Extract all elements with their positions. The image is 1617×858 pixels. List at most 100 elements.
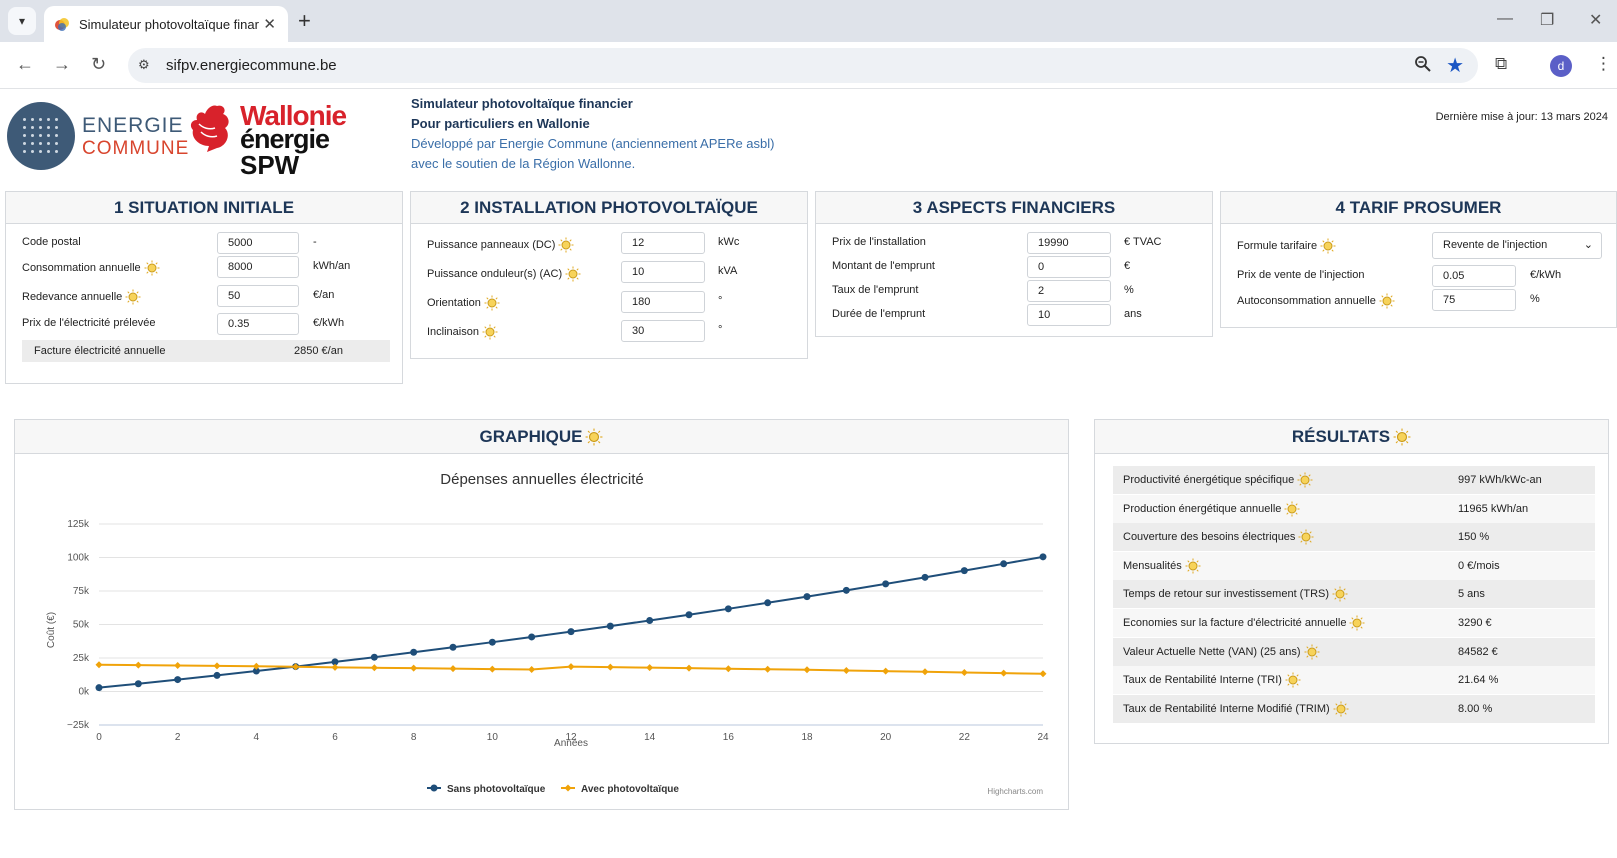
info-bulb-icon[interactable] xyxy=(565,266,581,282)
data-point[interactable] xyxy=(606,622,614,630)
info-bulb-icon[interactable] xyxy=(482,324,498,340)
input-montant-emprunt[interactable]: 0 xyxy=(1027,256,1111,278)
data-point[interactable] xyxy=(685,611,693,619)
zoom-icon[interactable] xyxy=(1414,55,1432,73)
data-point[interactable] xyxy=(134,680,142,688)
tab-list-button[interactable]: ▾ xyxy=(8,7,36,35)
data-point[interactable] xyxy=(646,616,654,624)
info-bulb-icon[interactable] xyxy=(144,260,160,276)
info-bulb-icon[interactable] xyxy=(558,237,574,253)
info-bulb-icon[interactable] xyxy=(1284,501,1300,517)
data-point[interactable] xyxy=(567,628,575,636)
address-bar[interactable]: ⚙ sifpv.energiecommune.be ★ xyxy=(128,48,1478,83)
browser-tab[interactable]: Simulateur photovoltaïque finar ✕ xyxy=(44,6,288,42)
forward-icon[interactable]: → xyxy=(53,54,71,74)
data-point[interactable] xyxy=(685,664,693,672)
input-taux-emprunt[interactable]: 2 xyxy=(1027,280,1111,302)
input-puissance-onduleur[interactable]: 10 xyxy=(621,261,705,283)
data-point[interactable] xyxy=(174,676,182,684)
data-point[interactable] xyxy=(882,667,890,675)
data-point[interactable] xyxy=(528,666,536,674)
select-formule-tarifaire[interactable]: Revente de l'injection ⌄ xyxy=(1432,232,1602,259)
data-point[interactable] xyxy=(606,663,614,671)
minimize-icon[interactable]: — xyxy=(1497,10,1513,27)
data-point[interactable] xyxy=(1000,560,1008,568)
data-point[interactable] xyxy=(331,658,339,666)
input-prix-vente-injection[interactable]: 0.05 xyxy=(1432,265,1516,287)
input-consommation[interactable]: 8000 xyxy=(217,256,299,278)
input-duree-emprunt[interactable]: 10 xyxy=(1027,304,1111,326)
data-point[interactable] xyxy=(370,653,378,661)
restore-icon[interactable]: ❐ xyxy=(1540,12,1555,29)
info-bulb-icon[interactable] xyxy=(1297,472,1313,488)
info-bulb-icon[interactable] xyxy=(1333,701,1349,717)
data-point[interactable] xyxy=(724,605,732,613)
info-bulb-icon[interactable] xyxy=(1285,672,1301,688)
bookmark-star-icon[interactable]: ★ xyxy=(1446,55,1464,77)
data-point[interactable] xyxy=(370,664,378,672)
data-point[interactable] xyxy=(410,664,418,672)
data-point[interactable] xyxy=(252,667,260,675)
data-point[interactable] xyxy=(842,666,850,674)
data-point[interactable] xyxy=(1039,553,1047,561)
browser-menu-icon[interactable]: ⋮ xyxy=(1595,54,1612,73)
info-bulb-icon[interactable] xyxy=(1332,586,1348,602)
data-point[interactable] xyxy=(95,684,103,692)
data-point[interactable] xyxy=(213,671,221,679)
profile-avatar[interactable]: d xyxy=(1550,55,1572,77)
data-point[interactable] xyxy=(488,638,496,646)
extensions-icon[interactable]: ⧉ xyxy=(1495,54,1508,73)
legend-item[interactable]: Sans photovoltaïque xyxy=(427,784,546,795)
data-point[interactable] xyxy=(449,643,457,651)
info-bulb-icon[interactable] xyxy=(484,295,500,311)
data-point[interactable] xyxy=(213,662,221,670)
info-bulb-icon[interactable] xyxy=(1320,238,1336,254)
data-point[interactable] xyxy=(646,664,654,672)
data-point[interactable] xyxy=(331,663,339,671)
input-prix-installation[interactable]: 19990 xyxy=(1027,232,1111,254)
data-point[interactable] xyxy=(960,668,968,676)
input-orientation[interactable]: 180 xyxy=(621,291,705,313)
info-bulb-icon[interactable] xyxy=(1349,615,1365,631)
data-point[interactable] xyxy=(1000,669,1008,677)
chart-credit[interactable]: Highcharts.com xyxy=(987,787,1043,796)
input-prix-electricite[interactable]: 0.35 xyxy=(217,313,299,335)
url-text[interactable]: sifpv.energiecommune.be xyxy=(166,57,337,74)
legend-item[interactable]: Avec photovoltaïque xyxy=(561,784,679,795)
info-bulb-icon[interactable] xyxy=(585,428,603,446)
info-bulb-icon[interactable] xyxy=(1298,529,1314,545)
input-puissance-panneaux[interactable]: 12 xyxy=(621,232,705,254)
close-window-icon[interactable]: ✕ xyxy=(1589,12,1603,29)
info-bulb-icon[interactable] xyxy=(1185,558,1201,574)
data-point[interactable] xyxy=(252,662,260,670)
data-point[interactable] xyxy=(724,665,732,673)
data-point[interactable] xyxy=(528,633,536,641)
data-point[interactable] xyxy=(488,665,496,673)
data-point[interactable] xyxy=(95,661,103,669)
data-point[interactable] xyxy=(1039,670,1047,678)
data-point[interactable] xyxy=(449,665,457,673)
new-tab-icon[interactable]: + xyxy=(298,8,311,33)
input-autoconsommation[interactable]: 75 xyxy=(1432,289,1516,311)
data-point[interactable] xyxy=(921,668,929,676)
data-point[interactable] xyxy=(960,567,968,575)
data-point[interactable] xyxy=(764,665,772,673)
data-point[interactable] xyxy=(921,573,929,581)
input-redevance[interactable]: 50 xyxy=(217,285,299,307)
data-point[interactable] xyxy=(764,599,772,607)
info-bulb-icon[interactable] xyxy=(125,289,141,305)
data-point[interactable] xyxy=(174,662,182,670)
input-inclinaison[interactable]: 30 xyxy=(621,320,705,342)
data-point[interactable] xyxy=(567,663,575,671)
data-point[interactable] xyxy=(134,661,142,669)
info-bulb-icon[interactable] xyxy=(1304,644,1320,660)
data-point[interactable] xyxy=(803,666,811,674)
info-bulb-icon[interactable] xyxy=(1379,293,1395,309)
input-code-postal[interactable]: 5000 xyxy=(217,232,299,254)
data-point[interactable] xyxy=(803,593,811,601)
back-icon[interactable]: ← xyxy=(16,54,34,74)
reload-icon[interactable]: ↻ xyxy=(91,54,107,74)
data-point[interactable] xyxy=(882,580,890,588)
tab-close-icon[interactable]: ✕ xyxy=(263,16,276,33)
site-info-icon[interactable]: ⚙ xyxy=(138,57,150,72)
